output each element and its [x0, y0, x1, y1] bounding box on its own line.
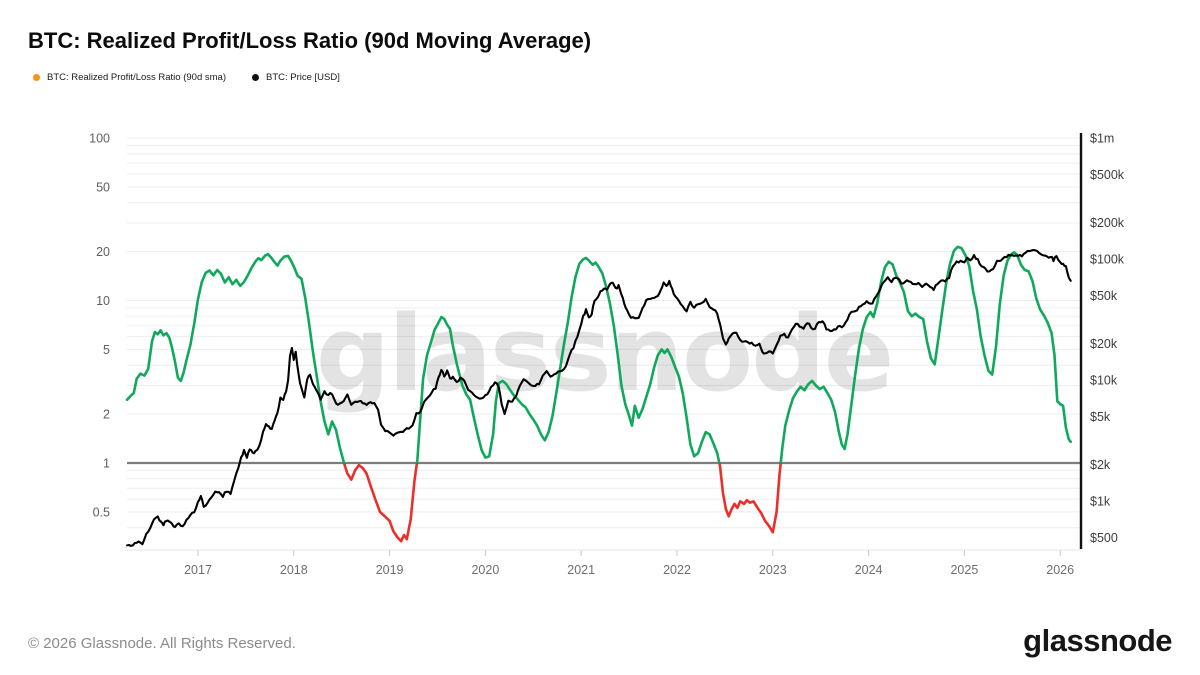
ratio-axis-label[interactable]: 1	[103, 457, 110, 471]
year-tick-label[interactable]: 2017	[184, 563, 212, 577]
year-tick-label[interactable]: 2020	[471, 563, 499, 577]
price-axis-label[interactable]: $1k	[1090, 495, 1111, 509]
year-tick-label[interactable]: 2019	[376, 563, 404, 577]
legend-item-ratio[interactable]: BTC: Realized Profit/Loss Ratio (90d sma…	[33, 72, 226, 83]
legend-item-price[interactable]: BTC: Price [USD]	[251, 72, 340, 83]
year-tick-label[interactable]: 2023	[759, 563, 787, 577]
price-legend-dot-icon	[251, 74, 259, 81]
ratio-axis-label[interactable]: 20	[96, 245, 110, 259]
year-tick-label[interactable]: 2026	[1046, 563, 1074, 577]
price-axis-label[interactable]: $1m	[1090, 132, 1114, 146]
ratio-axis-label[interactable]: 0.5	[93, 505, 110, 519]
year-tick-label[interactable]: 2022	[663, 563, 691, 577]
glassnode-logo: glassnode	[1023, 623, 1172, 658]
price-axis-label[interactable]: $500k	[1090, 168, 1125, 182]
price-line	[126, 248, 1072, 547]
page-title: BTC: Realized Profit/Loss Ratio (90d Mov…	[28, 28, 592, 53]
price-axis-label[interactable]: $2k	[1090, 458, 1111, 472]
copyright-text: © 2026 Glassnode. All Rights Reserved.	[28, 635, 296, 652]
year-tick-label[interactable]: 2018	[280, 563, 308, 577]
ratio-axis-label[interactable]: 10	[96, 294, 110, 308]
year-tick-label[interactable]: 2024	[855, 563, 883, 577]
price-axis-label[interactable]: $5k	[1090, 410, 1111, 424]
legend-item-label: BTC: Realized Profit/Loss Ratio (90d sma…	[47, 72, 226, 83]
price-axis-label[interactable]: $10k	[1090, 374, 1118, 388]
ratio-legend-dot-icon	[33, 74, 40, 81]
glassnode-watermark: glassnode	[316, 293, 893, 415]
price-axis-label[interactable]: $200k	[1090, 216, 1125, 230]
legend-item-label: BTC: Price [USD]	[265, 72, 340, 83]
footer: © 2026 Glassnode. All Rights Reserved. g…	[0, 613, 1200, 675]
ratio-axis-label[interactable]: 50	[96, 180, 110, 194]
chart-legend: BTC: Realized Profit/Loss Ratio (90d sma…	[33, 72, 340, 83]
price-axis-label[interactable]: $20k	[1090, 337, 1118, 351]
ratio-axis-label[interactable]: 2	[103, 408, 110, 422]
year-tick-label[interactable]: 2021	[567, 563, 595, 577]
price-axis-label[interactable]: $100k	[1090, 253, 1125, 267]
ratio-line-profit	[125, 245, 1072, 463]
ratio-axis-label[interactable]: 100	[89, 132, 110, 146]
price-axis-label[interactable]: $500	[1090, 531, 1118, 545]
ratio-axis-label[interactable]: 5	[103, 343, 110, 357]
year-tick-label[interactable]: 2025	[950, 563, 978, 577]
price-axis-label[interactable]: $50k	[1090, 289, 1118, 303]
